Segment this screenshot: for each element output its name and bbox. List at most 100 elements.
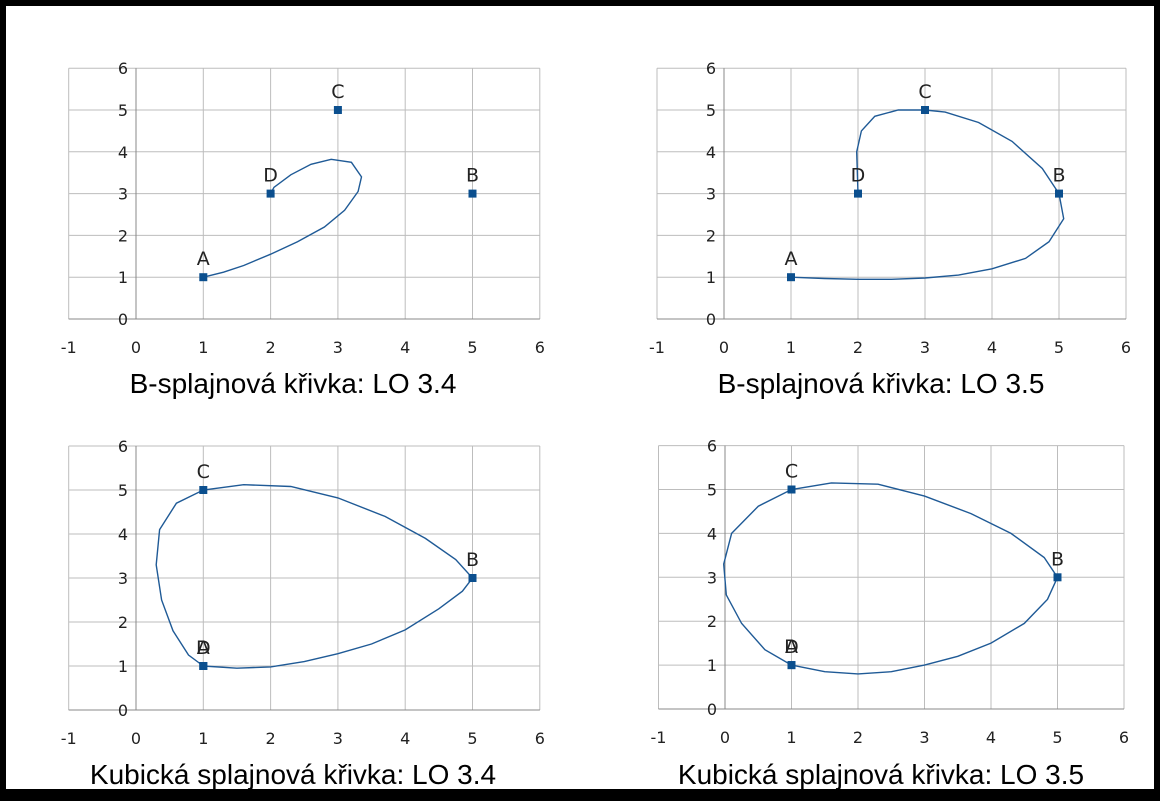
y-tick-label: 4 [707,524,717,543]
y-tick-label: 0 [118,701,128,720]
control-point-c [787,485,796,494]
y-tick-label: 5 [707,481,717,500]
x-tick-label: 1 [786,728,796,747]
y-tick-label: 6 [707,437,717,456]
x-tick-label: 6 [535,338,545,357]
x-tick-label: -1 [61,338,77,357]
chart-caption: B-splajnová křivka: LO 3.5 [718,368,1045,399]
y-tick-label: 0 [118,310,128,329]
point-label-d: D [263,165,278,187]
x-tick-label: 1 [786,338,796,357]
x-tick-label: 2 [853,338,863,357]
y-tick-label: 0 [706,310,716,329]
x-tick-label: 5 [1052,728,1062,747]
x-tick-label: 3 [333,729,343,748]
x-tick-label: 3 [920,338,930,357]
y-tick-label: 5 [118,481,128,500]
spline-curve [203,158,363,278]
x-tick-label: 0 [719,338,729,357]
spline-curve [155,483,474,669]
control-point-b [468,189,477,198]
y-tick-label: 6 [706,59,716,78]
control-point-c [199,486,208,494]
point-label-d: D [784,636,799,658]
control-point-b [1053,573,1062,582]
x-tick-label: 0 [131,729,141,748]
control-point-c [333,106,342,114]
x-tick-label: 1 [198,729,208,748]
y-tick-label: 1 [707,656,717,675]
point-label-c: C [918,81,931,103]
x-tick-label: 2 [853,728,863,747]
chart-caption: B-splajnová křivka: LO 3.4 [130,368,457,399]
x-tick-label: 0 [131,338,141,357]
x-tick-label: 0 [720,728,730,747]
point-label-c: C [197,461,210,483]
point-label-b: B [466,165,479,187]
x-tick-label: 3 [333,338,343,357]
control-point-c [921,106,929,114]
control-point-d [199,662,208,670]
chart-caption: Kubická splajnová křivka: LO 3.4 [90,759,496,790]
spline-curve [790,109,1065,280]
control-point-d [266,189,275,198]
chart-caption: Kubická splajnová křivka: LO 3.5 [678,759,1084,790]
y-tick-label: 0 [707,700,717,719]
y-tick-label: 2 [118,226,128,245]
y-tick-label: 4 [118,525,128,544]
control-point-d [854,189,862,198]
x-tick-label: 4 [987,338,997,357]
y-tick-label: 4 [706,143,716,162]
y-tick-label: 4 [118,143,128,162]
x-tick-label: 4 [400,338,410,357]
control-point-b [1055,189,1063,198]
y-tick-label: 2 [706,226,716,245]
point-label-b: B [1052,165,1065,187]
x-tick-label: 6 [535,729,545,748]
y-tick-label: 3 [707,568,717,587]
x-tick-label: 5 [467,729,477,748]
y-tick-label: 3 [118,569,128,588]
spline-curve [722,482,1059,675]
x-tick-label: 5 [467,338,477,357]
control-point-b [468,574,477,582]
x-tick-label: 6 [1119,728,1129,747]
y-tick-label: 1 [706,268,716,287]
x-tick-label: -1 [651,728,667,747]
x-tick-label: 2 [266,729,276,748]
control-point-a [787,273,795,282]
x-tick-label: 3 [919,728,929,747]
y-tick-label: 5 [706,101,716,120]
x-tick-label: 4 [986,728,996,747]
y-tick-label: 3 [706,185,716,204]
point-label-c: C [785,461,798,483]
y-tick-label: 1 [118,657,128,676]
x-tick-label: 1 [198,338,208,357]
point-label-a: A [785,248,798,270]
point-label-d: D [196,637,211,659]
point-label-d: D [851,165,866,187]
x-tick-label: -1 [61,729,77,748]
y-tick-label: 2 [707,612,717,631]
y-tick-label: 1 [118,268,128,287]
control-point-d [787,661,796,670]
y-tick-label: 3 [118,185,128,204]
y-tick-label: 6 [118,59,128,78]
x-tick-label: -1 [649,338,665,357]
point-label-a: A [197,637,210,659]
charts-canvas: -1 0 1 2 3 4 5 6 0 1 2 3 4 5 6 A B C D B-splajnová křivka: … [61,59,1131,790]
x-tick-label: 5 [1054,338,1064,357]
x-tick-label: 6 [1121,338,1131,357]
point-label-b: B [1051,548,1064,570]
y-tick-label: 2 [118,613,128,632]
chart-panel-1: -1 0 1 2 3 4 5 6 0 1 2 3 4 5 6 A B C D B-splajnová křivka: … [61,59,545,399]
y-tick-label: 5 [118,101,128,120]
y-tick-label: 6 [118,437,128,456]
control-point-a [199,273,208,282]
chart-panel-4: -1 0 1 2 3 4 5 6 0 1 2 3 4 5 6 A B C D Kubická splajnová kř… [651,437,1130,790]
point-label-a: A [785,636,798,658]
x-tick-label: 2 [266,338,276,357]
chart-panel-2: -1 0 1 2 3 4 5 6 0 1 2 3 4 5 6 A B C D B-splajnová křivka: … [649,59,1131,399]
chart-panel-3: -1 0 1 2 3 4 5 6 0 1 2 3 4 5 6 A B C D Kubická splajnová kř… [61,437,545,790]
